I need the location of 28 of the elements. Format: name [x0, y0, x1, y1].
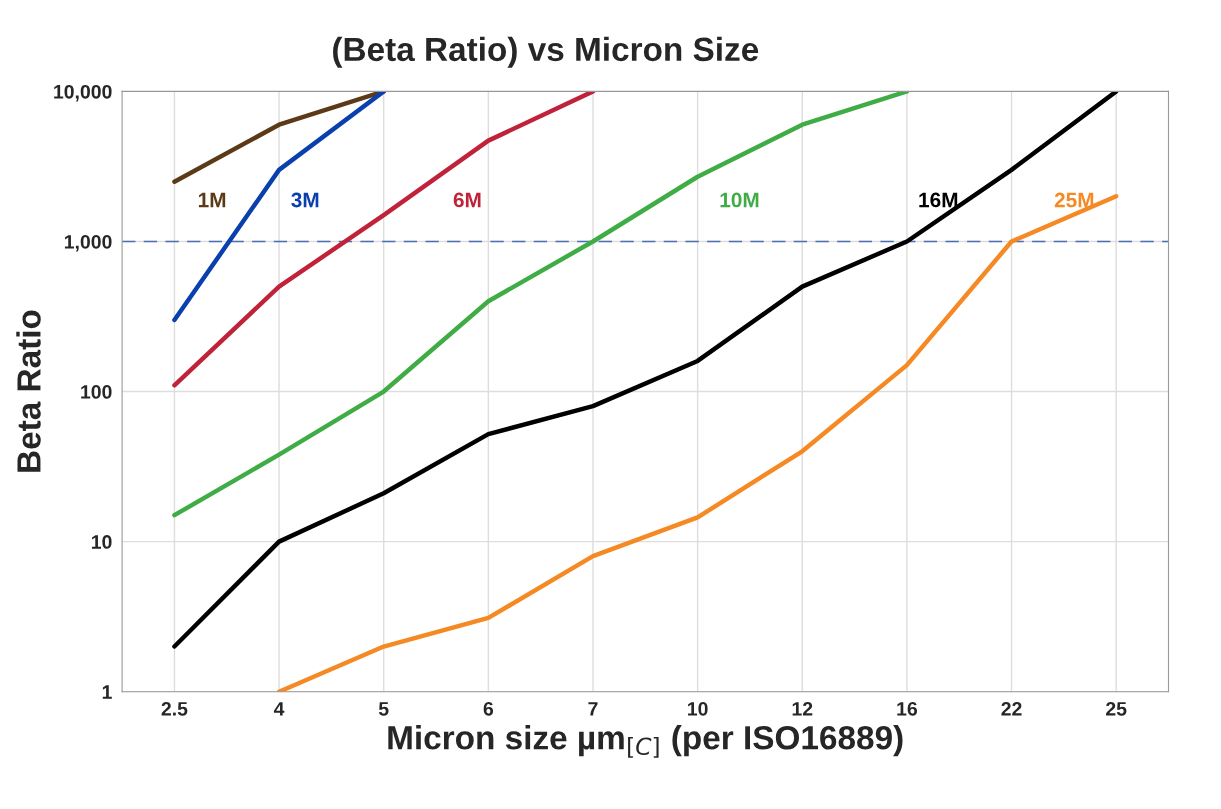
x-tick-label: 5 — [378, 702, 389, 716]
series-label: 3M — [291, 192, 319, 208]
line-series — [172, 91, 596, 388]
x-tick-label: 22 — [1001, 701, 1022, 716]
x-axis-title: Micron size µm$_{[C]}$ (per ISO16889) — [388, 725, 903, 758]
y-axis-title: Beta Ratio — [16, 310, 41, 472]
series-label: 25M — [1054, 192, 1094, 208]
line-series — [276, 194, 1119, 692]
series-label: 6M — [453, 192, 481, 208]
x-tick-label: 10 — [688, 701, 708, 716]
y-tick-label: 10,000 — [54, 84, 112, 102]
line-series — [172, 91, 1119, 649]
x-tick-label: 2.5 — [161, 701, 188, 716]
x-tick-label: 12 — [792, 701, 813, 716]
chart-title: (Beta Ratio) vs Micron Size — [333, 36, 759, 68]
x-tick-label: 6 — [483, 701, 494, 716]
x-tick-label: 4 — [273, 702, 285, 716]
series-label: 10M — [720, 192, 759, 208]
y-tick-label: 1,000 — [64, 234, 112, 252]
x-tick-label: 16 — [897, 701, 918, 716]
y-tick-label: 100 — [81, 385, 112, 399]
series-label: 1M — [198, 192, 226, 208]
x-tick-label: 7 — [588, 702, 598, 716]
series-label: 16M — [919, 192, 958, 208]
line-series — [172, 91, 910, 518]
y-tick-label: 10 — [91, 535, 112, 549]
x-tick-label: 25 — [1106, 701, 1127, 716]
y-tick-label: 1 — [102, 685, 112, 699]
